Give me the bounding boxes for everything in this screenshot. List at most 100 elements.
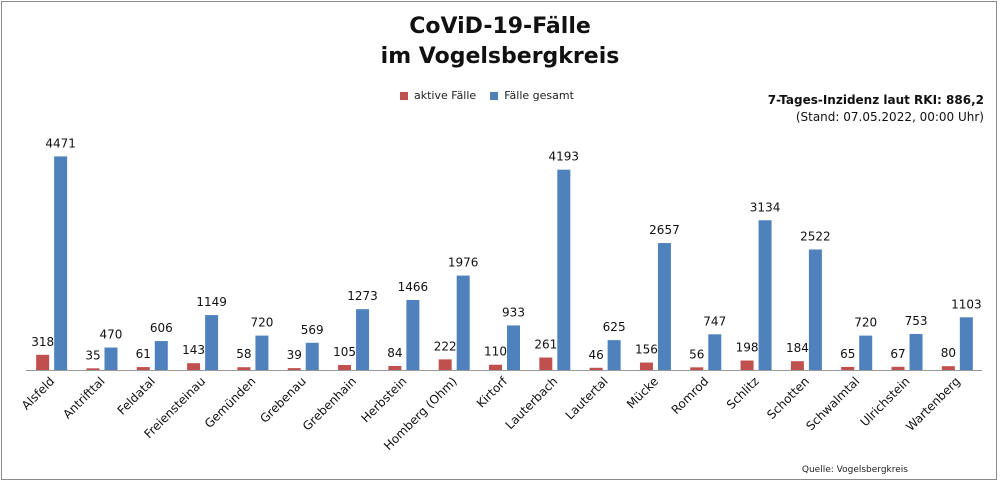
legend-label-active: aktive Fälle [414,89,477,102]
label-active-0: 318 [31,335,54,349]
legend-swatch-active [400,91,408,100]
bar-active-18 [941,366,955,370]
category-label-18: Wartenberg [903,374,963,434]
bar-total-8 [456,275,470,370]
label-active-10: 261 [534,338,557,352]
label-total-15: 2522 [800,230,831,244]
bar-total-4 [255,335,269,370]
source-note: Quelle: Vogelsbergkreis [801,465,908,475]
bar-total-15 [808,249,822,370]
label-total-7: 1466 [398,280,429,294]
category-label-5: Grebenau [257,374,309,426]
bar-total-12 [657,243,671,370]
label-active-8: 222 [434,339,457,353]
bar-total-17 [909,334,923,370]
label-total-6: 1273 [347,289,378,303]
bar-active-1 [86,368,100,370]
label-active-15: 184 [786,341,809,355]
legend-swatch-total [490,91,499,100]
label-total-11: 625 [603,320,626,334]
category-label-17: Ulrichstein [858,374,913,429]
category-label-14: Schlitz [724,374,762,412]
label-total-1: 470 [100,328,123,342]
label-active-5: 39 [287,348,302,362]
label-total-0: 4471 [45,136,76,150]
label-active-11: 46 [588,348,603,362]
label-total-9: 933 [502,305,525,319]
label-total-3: 1149 [196,295,227,309]
label-total-8: 1976 [448,256,479,270]
bar-total-3 [205,315,219,370]
category-label-2: Feldatal [115,374,158,417]
category-label-13: Romrod [669,374,712,417]
bar-active-13 [690,367,704,370]
bar-total-11 [607,340,621,370]
label-active-6: 105 [333,345,356,359]
bar-active-8 [438,359,452,370]
chart-title-line2: im Vogelsbergkreis [380,44,620,69]
bar-active-15 [790,361,804,370]
label-active-12: 156 [635,343,658,357]
label-active-16: 65 [840,347,855,361]
bar-active-9 [489,364,502,370]
label-active-2: 61 [136,347,151,361]
bar-active-10 [539,357,553,370]
bar-total-0 [54,156,68,370]
label-total-17: 753 [905,314,928,328]
category-label-15: Schotten [764,374,812,422]
label-active-9: 110 [484,345,507,359]
label-active-1: 35 [85,348,100,362]
bar-active-14 [740,360,754,370]
bar-total-16 [859,335,873,370]
bar-total-2 [154,341,168,370]
category-label-16: Schwalmtal [803,374,862,433]
label-active-13: 56 [689,347,704,361]
bar-total-9 [507,325,520,370]
category-label-4: Gemünden [202,374,259,431]
category-label-6: Grebenhain [300,374,359,433]
bar-total-14 [758,220,772,370]
category-label-11: Lautertal [563,374,611,422]
label-total-18: 1103 [951,297,982,311]
label-total-4: 720 [250,316,273,330]
bar-total-13 [708,334,722,370]
legend-item-total: Fälle gesamt [490,89,574,102]
bar-total-7 [406,299,420,370]
label-total-16: 720 [854,316,877,330]
label-total-10: 4193 [549,150,580,164]
label-total-12: 2657 [649,223,680,237]
bar-active-16 [841,366,855,370]
label-active-3: 143 [182,343,205,357]
bar-total-1 [104,347,118,370]
bar-total-18 [959,317,973,370]
bar-active-4 [237,367,251,370]
bar-active-2 [136,367,150,370]
label-active-4: 58 [236,347,251,361]
bar-total-10 [557,169,571,370]
incidence-value: 7-Tages-Inzidenz laut RKI: 886,2 [767,93,984,107]
bar-active-12 [639,362,653,370]
category-label-12: Mücke [624,374,661,411]
bar-active-5 [287,368,301,370]
category-label-10: Lauterbach [503,374,561,432]
bar-total-5 [305,342,319,370]
category-label-7: Herbstein [358,374,409,425]
bar-active-6 [338,364,352,370]
chart-title-line1: CoViD-19-Fälle [409,14,591,39]
label-active-7: 84 [387,346,402,360]
legend-item-active: aktive Fälle [400,89,476,102]
incidence-box: 7-Tages-Inzidenz laut RKI: 886,2 (Stand:… [768,92,984,126]
bar-active-3 [187,363,201,370]
bar-active-17 [891,366,905,370]
label-total-13: 747 [703,314,726,328]
label-total-14: 3134 [750,200,781,214]
chart-legend: aktive Fälle Fälle gesamt [400,89,588,102]
category-label-9: Kirtorf [474,374,511,411]
bar-active-7 [388,365,402,370]
bar-active-0 [36,354,50,370]
category-label-1: Antrifttal [60,374,107,421]
legend-label-total: Fälle gesamt [504,89,574,102]
bar-total-6 [356,309,370,370]
